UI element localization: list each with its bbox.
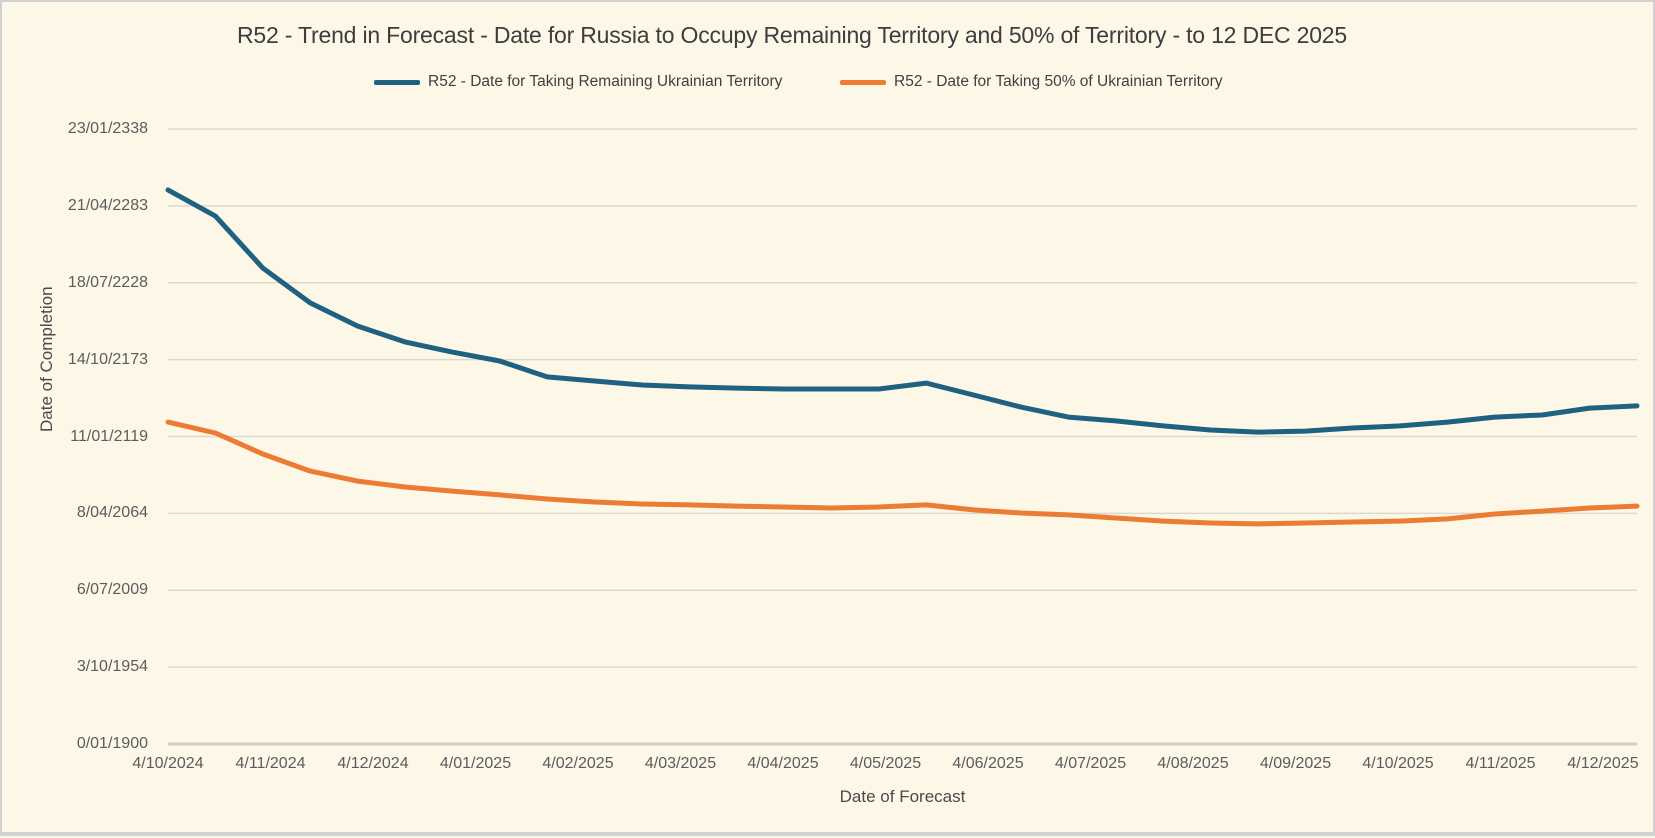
x-tick-label: 4/12/2024 (337, 755, 409, 772)
y-tick-label: 3/10/1954 (76, 658, 148, 676)
x-tick-label: 4/10/2024 (132, 755, 204, 772)
y-tick-label: 8/04/2064 (76, 504, 148, 522)
chart-title: R52 - Trend in Forecast - Date for Russi… (237, 22, 1347, 48)
x-tick-label: 4/09/2025 (1259, 755, 1332, 772)
legend: R52 - Date for Taking Remaining Ukrainia… (2, 73, 1653, 93)
y-tick-label: 23/01/2338 (67, 120, 148, 137)
y-tick-label: 21/04/2283 (67, 196, 148, 214)
legend-label-50pct-territory: R52 - Date for Taking 50% of Ukrainian T… (894, 73, 1223, 90)
series-line-0 (165, 187, 1640, 435)
y-tick-label: 11/01/2119 (70, 427, 148, 445)
x-tick-label: 4/06/2025 (952, 755, 1024, 772)
legend-swatch-remaining-territory (374, 79, 420, 85)
legend-label-remaining-territory: R52 - Date for Taking Remaining Ukrainia… (428, 73, 783, 90)
x-tick-label: 4/03/2025 (644, 755, 717, 772)
x-tick-label: 4/12/2025 (1567, 755, 1639, 772)
y-tick-label: 18/07/2228 (67, 273, 148, 291)
x-tick-label: 4/01/2025 (439, 755, 512, 772)
x-tick-label: 4/08/2025 (1157, 755, 1229, 772)
y-tick-label: 0/01/1900 (76, 735, 148, 752)
x-axis-title: Date of Forecast (839, 787, 966, 806)
x-tick-label: 4/10/2025 (1362, 755, 1434, 772)
legend-item-remaining-territory: R52 - Date for Taking Remaining Ukrainia… (374, 73, 782, 91)
x-tick-label: 4/11/2024 (235, 755, 306, 772)
x-tick-label: 4/05/2025 (849, 755, 922, 772)
legend-item-50pct-territory: R52 - Date for Taking 50% of Ukrainian T… (840, 73, 1223, 91)
series-line-1 (165, 419, 1640, 527)
x-tick-label: 4/02/2025 (542, 755, 614, 772)
x-tick-label: 4/07/2025 (1054, 755, 1127, 772)
y-tick-label: 6/07/2009 (76, 581, 148, 599)
legend-swatch-50pct-territory (840, 79, 886, 85)
y-tick-label: 14/10/2173 (67, 350, 148, 368)
x-tick-label: 4/11/2025 (1465, 755, 1536, 772)
x-tick-label: 4/04/2025 (747, 755, 819, 772)
